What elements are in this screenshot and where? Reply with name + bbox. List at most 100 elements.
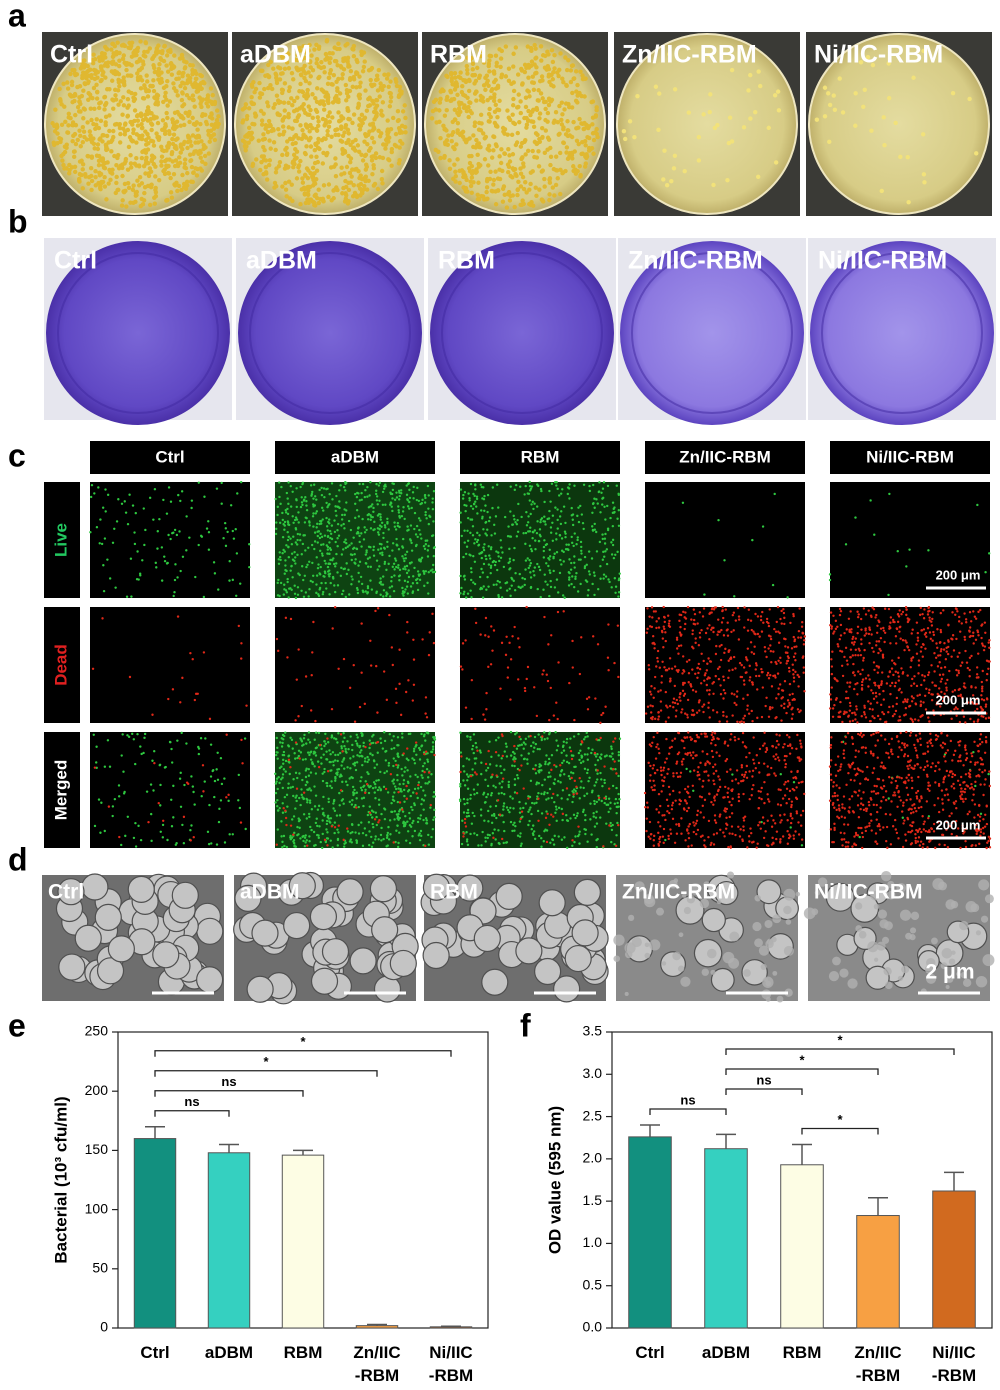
colony — [363, 174, 369, 179]
cell — [310, 674, 313, 677]
cell — [588, 484, 591, 488]
cell — [898, 609, 901, 612]
cell — [337, 534, 341, 537]
cell — [691, 632, 694, 636]
panel-label: d — [8, 841, 28, 877]
cell — [126, 522, 130, 526]
colony — [258, 108, 264, 114]
cell — [608, 580, 611, 584]
cell — [727, 659, 730, 662]
cell — [803, 690, 806, 693]
cell — [304, 675, 308, 678]
cell — [527, 515, 530, 518]
colony — [493, 53, 499, 58]
colony — [85, 63, 90, 69]
colony — [154, 131, 159, 136]
colony — [55, 124, 60, 129]
cell — [466, 529, 469, 532]
cell — [694, 672, 697, 675]
cell — [583, 566, 587, 570]
colony — [80, 186, 85, 191]
cell — [575, 571, 578, 575]
cell — [916, 694, 919, 697]
cell — [839, 623, 843, 627]
colony — [287, 85, 292, 90]
cell — [470, 578, 473, 582]
cell — [93, 492, 96, 495]
cell — [964, 721, 967, 724]
cell — [488, 516, 492, 519]
colony — [165, 115, 170, 121]
cell — [156, 547, 159, 550]
colony — [328, 144, 333, 149]
cell — [431, 612, 434, 616]
colony — [577, 164, 582, 169]
cell — [305, 508, 309, 512]
cell — [686, 713, 689, 716]
cell — [427, 522, 431, 526]
cell — [867, 609, 870, 612]
cell — [681, 681, 685, 685]
cell — [312, 525, 315, 528]
colony — [103, 75, 108, 80]
cell — [567, 543, 570, 546]
cell — [861, 668, 864, 672]
cell — [792, 676, 796, 679]
colony — [499, 147, 504, 152]
cell — [606, 484, 610, 488]
cell — [731, 613, 735, 617]
colony — [303, 110, 308, 116]
colony — [156, 43, 161, 48]
colony — [191, 121, 197, 127]
cell — [497, 506, 500, 509]
cell — [915, 652, 919, 655]
cell — [717, 618, 720, 621]
cell — [360, 545, 363, 548]
cell — [872, 661, 876, 664]
cell — [802, 666, 806, 669]
colony — [163, 123, 168, 129]
colony — [79, 158, 84, 163]
cell — [293, 592, 297, 595]
cell — [377, 533, 381, 536]
colony — [131, 130, 136, 136]
colony — [497, 176, 503, 182]
cell — [944, 658, 948, 661]
colony — [308, 59, 313, 64]
colony — [178, 123, 183, 128]
cell — [404, 553, 407, 556]
colony — [161, 168, 166, 174]
cell — [668, 619, 671, 623]
cell — [390, 580, 393, 583]
cell — [876, 671, 880, 674]
cell — [493, 563, 497, 567]
colony — [455, 92, 460, 97]
cell — [915, 643, 918, 646]
colony — [263, 158, 269, 163]
cell — [853, 687, 856, 691]
column-header — [460, 441, 620, 474]
colony — [168, 61, 174, 66]
cell — [718, 665, 721, 669]
cell — [854, 713, 857, 716]
cell — [599, 511, 602, 514]
colony — [331, 196, 336, 201]
colony — [303, 71, 308, 76]
colony — [504, 205, 510, 210]
cell — [394, 528, 398, 531]
colony — [522, 62, 528, 68]
cell — [390, 585, 394, 588]
cell — [977, 610, 980, 614]
colony — [538, 91, 544, 96]
colony — [129, 137, 134, 143]
cell — [405, 571, 409, 575]
colony — [316, 187, 321, 192]
colony — [324, 37, 330, 43]
colony — [582, 94, 587, 99]
cell — [916, 636, 920, 639]
colony — [524, 115, 529, 121]
cell — [360, 498, 363, 502]
cell — [923, 679, 926, 682]
cell — [426, 581, 429, 585]
colony — [261, 144, 266, 150]
